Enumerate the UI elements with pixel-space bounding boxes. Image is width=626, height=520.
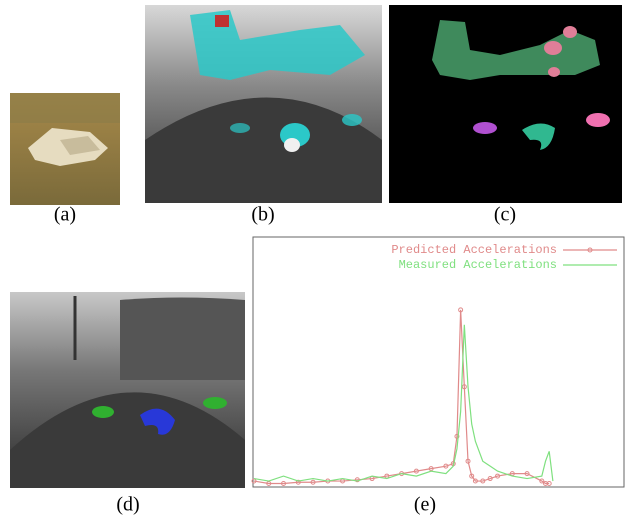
image-d	[10, 292, 245, 488]
caption: (a)	[54, 204, 76, 226]
image-a	[10, 93, 120, 205]
legend-label: Predicted Accelerations	[391, 243, 557, 257]
figure: (a) (b) (c) (d) (e) Predicted Accelerati…	[0, 0, 626, 520]
caption: (b)	[251, 204, 274, 226]
image-b	[145, 5, 382, 203]
plot-frame	[253, 237, 624, 487]
caption: (e)	[414, 494, 436, 516]
caption: (d)	[116, 494, 139, 516]
image-c	[389, 5, 622, 203]
legend-label: Measured Accelerations	[399, 258, 557, 272]
caption: (c)	[494, 204, 516, 226]
